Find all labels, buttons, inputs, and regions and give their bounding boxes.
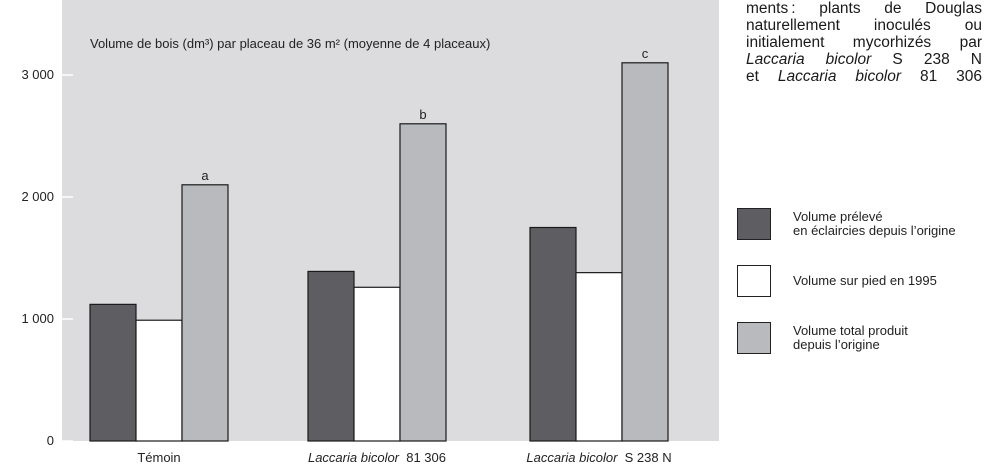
- legend-label: Volume total produit depuis l’origine: [793, 323, 908, 352]
- bar-series3-cat1: [181, 184, 229, 442]
- bar-series2-cat3: [575, 272, 623, 442]
- significance-label: a: [201, 168, 209, 183]
- chart-title: Volume de bois (dm³) par placeau de 36 m…: [90, 36, 490, 51]
- legend-swatch: [737, 322, 771, 354]
- significance-label: b: [419, 107, 426, 122]
- x-axis: Témoin Laccaria bicolor 81 306 Laccaria bi…: [137, 450, 671, 465]
- caption-line: Laccaria bicolor S 238 N: [746, 51, 982, 68]
- figure-caption: ments : plants de Douglas naturellement i…: [746, 0, 982, 85]
- caption-line: initialement mycorhizés par: [746, 34, 982, 51]
- bar-series1-cat1: [89, 303, 137, 442]
- significance-labels: a b c: [201, 46, 648, 183]
- bar-series2-cat2: [353, 286, 401, 442]
- x-category-label: Témoin: [137, 450, 180, 465]
- bar-series1-cat2: [307, 270, 355, 442]
- bar-series1-cat3: [529, 226, 577, 442]
- bar-series-group: [89, 62, 669, 442]
- caption-line: et Laccaria bicolor 81 306: [746, 68, 983, 85]
- bar-series3-cat2: [399, 123, 447, 442]
- caption-line: ments : plants de Douglas: [746, 0, 982, 17]
- legend-label: Volume sur pied en 1995: [793, 273, 937, 288]
- legend-label: Volume prélevé en éclaircies depuis l’or…: [793, 209, 956, 238]
- y-axis: 0 1 000 2 000 3 000: [21, 67, 73, 448]
- y-tick-label: 1 000: [21, 311, 54, 326]
- significance-label: c: [642, 46, 649, 61]
- legend-swatch: [737, 265, 771, 297]
- x-category-label: Laccaria bicolor 81 306: [308, 450, 446, 465]
- bar-series3-cat3: [621, 62, 669, 442]
- y-tick-label: 3 000: [21, 67, 54, 82]
- legend-swatch: [737, 208, 771, 240]
- bar-series2-cat1: [135, 319, 183, 442]
- legend-item: Volume sur pied en 1995: [737, 265, 937, 297]
- y-tick-label: 2 000: [21, 189, 54, 204]
- y-tick-label: 0: [47, 433, 54, 448]
- legend-item: Volume total produit depuis l’origine: [737, 322, 908, 354]
- x-category-label: Laccaria bicolor S 238 N: [526, 450, 671, 465]
- caption-line: naturellement inoculés ou: [746, 17, 982, 34]
- legend-item: Volume prélevé en éclaircies depuis l’or…: [737, 208, 956, 240]
